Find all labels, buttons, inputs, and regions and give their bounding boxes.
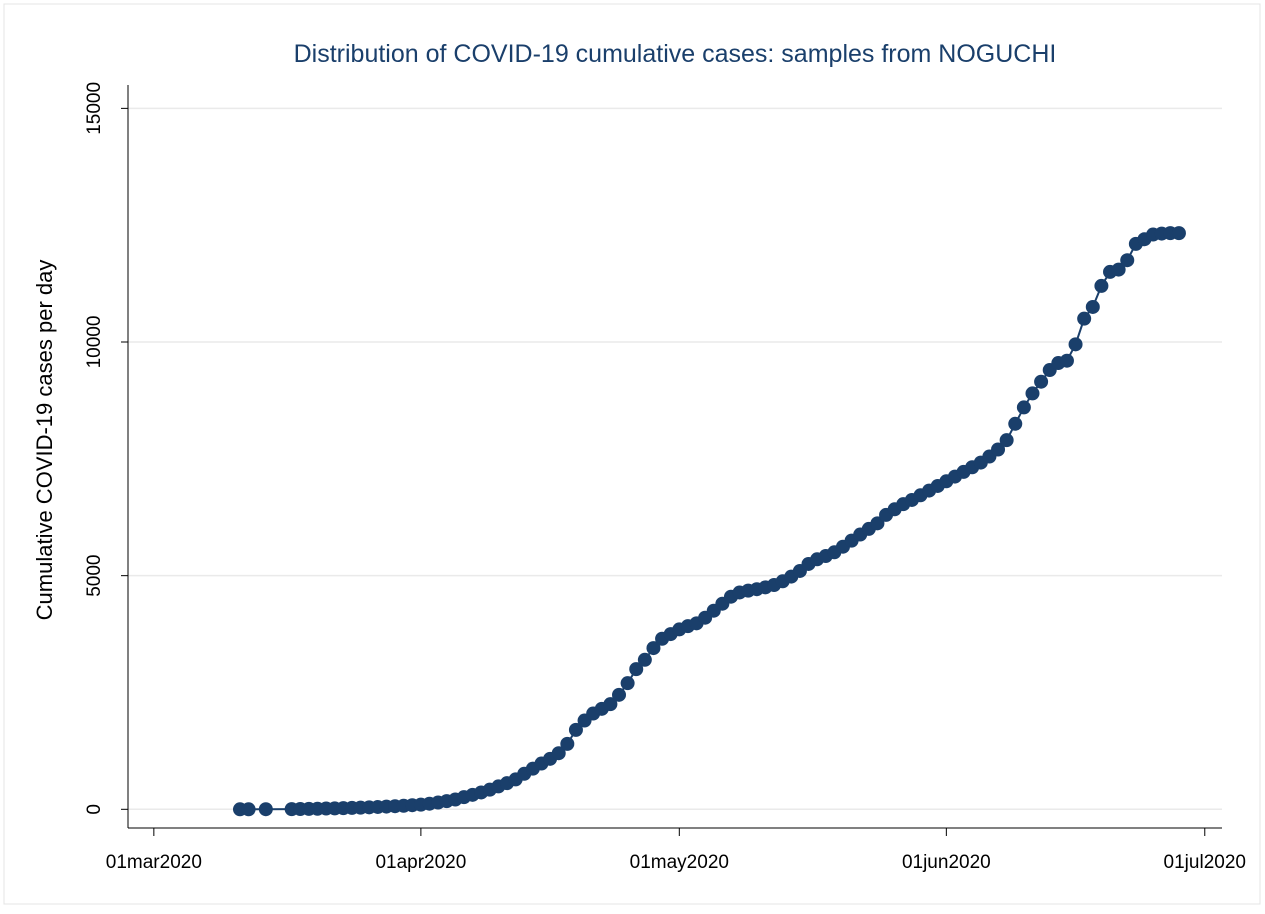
data-point xyxy=(612,687,627,702)
data-point xyxy=(646,641,661,656)
data-point xyxy=(1034,374,1049,389)
data-point xyxy=(1016,400,1031,415)
data-point xyxy=(1171,226,1186,241)
x-tick-label: 01may2020 xyxy=(630,852,729,873)
y-tick-label: 10000 xyxy=(84,316,105,369)
data-point xyxy=(629,662,644,677)
data-point xyxy=(637,652,652,667)
y-tick-label: 0 xyxy=(84,804,105,815)
data-point xyxy=(999,433,1014,448)
data-point xyxy=(870,516,885,531)
data-point xyxy=(1008,416,1023,431)
data-point xyxy=(1120,253,1135,268)
y-tick-label: 15000 xyxy=(84,82,105,135)
data-point xyxy=(1068,337,1083,352)
data-point xyxy=(258,802,273,817)
data-point xyxy=(1059,353,1074,368)
data-point xyxy=(1094,278,1109,293)
data-point xyxy=(620,676,635,691)
data-point xyxy=(551,746,566,761)
data-point xyxy=(568,722,583,737)
data-point xyxy=(560,736,575,751)
x-tick-label: 01mar2020 xyxy=(106,852,202,873)
x-tick-label: 01jun2020 xyxy=(902,852,991,873)
data-point xyxy=(1111,262,1126,277)
x-tick-label: 01apr2020 xyxy=(375,852,466,873)
data-point xyxy=(991,442,1006,457)
data-point xyxy=(1077,311,1092,326)
data-point xyxy=(603,697,618,712)
y-axis-label: Cumulative COVID-19 cases per day xyxy=(32,260,57,621)
x-tick-label: 01jul2020 xyxy=(1164,852,1246,873)
chart-frame xyxy=(3,3,1261,905)
data-point xyxy=(241,802,256,817)
data-point xyxy=(1085,299,1100,314)
chart-title: Distribution of COVID-19 cumulative case… xyxy=(294,40,1057,68)
y-tick-label: 5000 xyxy=(84,555,105,597)
data-point xyxy=(1025,386,1040,401)
